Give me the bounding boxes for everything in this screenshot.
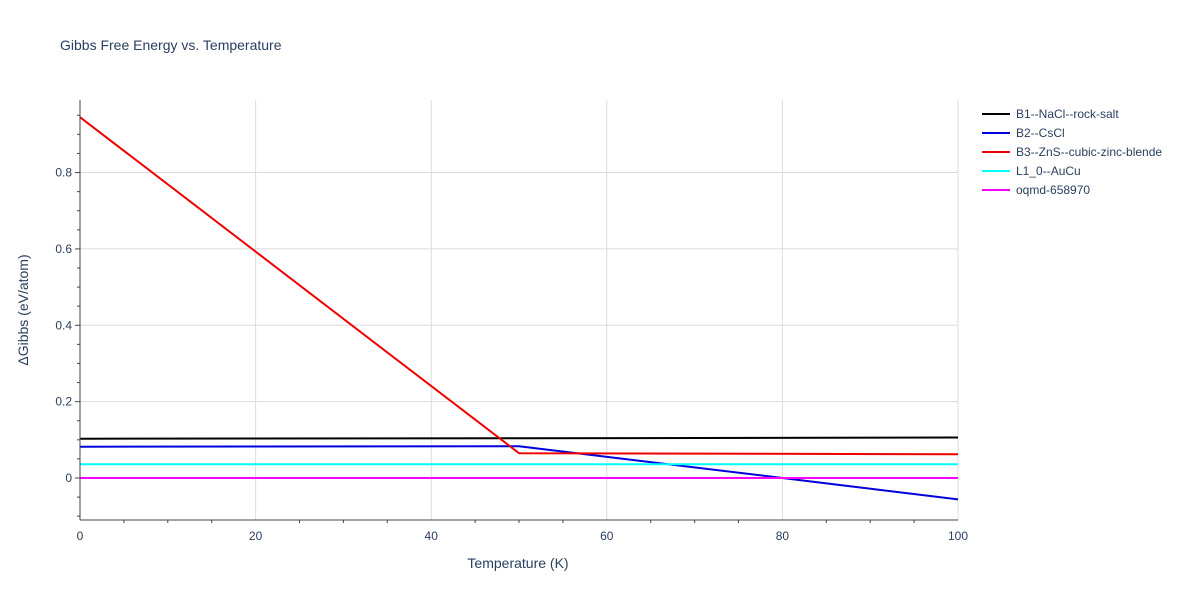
y-axis-title: ΔGibbs (eV/atom) bbox=[15, 254, 31, 365]
x-tick-label: 20 bbox=[249, 529, 263, 543]
legend-item[interactable]: B1--NaCl--rock-salt bbox=[982, 107, 1119, 121]
x-tick-label: 0 bbox=[77, 529, 84, 543]
series-line-1[interactable] bbox=[79, 445, 959, 501]
series-line-0[interactable] bbox=[79, 436, 959, 440]
axes: 0 20 40 60 80 100 0 0.2 0.4 0.6 0.8 bbox=[55, 100, 968, 543]
legend-label: B3--ZnS--cubic-zinc-blende bbox=[1016, 145, 1162, 159]
series-line-2[interactable] bbox=[79, 116, 959, 456]
legend-item[interactable]: B3--ZnS--cubic-zinc-blende bbox=[982, 145, 1162, 159]
legend-item[interactable]: B2--CsCl bbox=[982, 126, 1065, 140]
chart-title: Gibbs Free Energy vs. Temperature bbox=[60, 37, 282, 53]
series-lines bbox=[79, 116, 959, 501]
x-tick-label: 100 bbox=[948, 529, 968, 543]
legend-item[interactable]: oqmd-658970 bbox=[982, 183, 1090, 197]
y-tick-label: 0 bbox=[65, 471, 72, 485]
x-tick-label: 60 bbox=[600, 529, 614, 543]
legend-label: L1_0--AuCu bbox=[1016, 164, 1081, 178]
legend[interactable]: B1--NaCl--rock-salt B2--CsCl B3--ZnS--cubi… bbox=[982, 107, 1162, 197]
x-tick-label: 40 bbox=[425, 529, 439, 543]
legend-item[interactable]: L1_0--AuCu bbox=[982, 164, 1081, 178]
legend-label: B2--CsCl bbox=[1016, 126, 1065, 140]
legend-label: B1--NaCl--rock-salt bbox=[1016, 107, 1119, 121]
y-tick-label: 0.8 bbox=[55, 166, 72, 180]
grid bbox=[80, 100, 959, 520]
y-tick-label: 0.4 bbox=[55, 318, 72, 332]
y-tick-label: 0.6 bbox=[55, 242, 72, 256]
y-tick-label: 0.2 bbox=[55, 395, 72, 409]
x-tick-label: 80 bbox=[776, 529, 790, 543]
x-axis-title: Temperature (K) bbox=[467, 555, 568, 571]
legend-label: oqmd-658970 bbox=[1016, 183, 1090, 197]
